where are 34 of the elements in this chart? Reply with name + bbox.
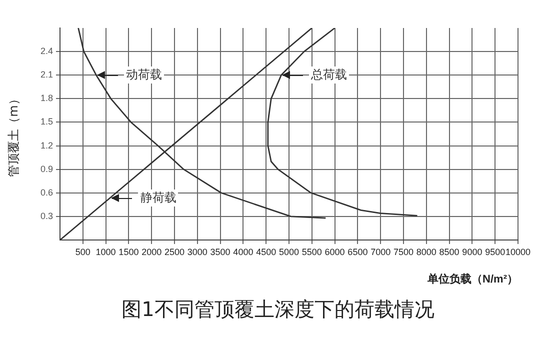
y-tick-label: 0.3 [40,210,53,221]
x-tick-label: 6000 [324,246,345,257]
x-axis-title: 单位负载（N/m²） [426,272,518,286]
series-label: 动荷载 [124,66,164,84]
series-label: 总荷载 [309,66,350,84]
x-tick-label: 8000 [416,246,436,257]
x-tick-label: 4500 [256,246,276,257]
x-tick-label: 9500 [485,246,506,257]
y-tick-label: 2.4 [40,46,53,56]
x-tick-label: 5000 [278,246,300,257]
x-tick-label: 7500 [393,246,414,257]
x-tick-label: 1500 [118,246,139,257]
x-tick-label: 2000 [142,246,162,257]
x-tick-label: 1000 [96,246,116,257]
x-tick-label: 3500 [210,246,230,257]
x-tick-label: 2500 [164,246,185,257]
x-tick-label: 7000 [370,246,391,257]
x-tick-label: 9000 [462,246,482,257]
y-tick-label: 1.5 [40,116,53,127]
x-tick-label: 8500 [439,246,460,257]
y-tick-label: 1.8 [40,93,53,104]
x-tick-label: 5500 [302,246,322,257]
text: 图1不同管顶覆土深度下的荷载情况 [120,296,436,323]
x-tick-label: 3000 [187,246,208,257]
y-tick-label: 0.6 [40,187,53,198]
y-axis-title: 管顶覆土（m） [6,93,22,177]
x-tick-label: 10000 [505,246,531,257]
y-tick-label: 1.2 [40,140,53,150]
y-tick-label: 0.9 [40,164,53,174]
x-tick-label: 4000 [233,246,254,257]
y-tick-label: 2.1 [40,70,53,80]
x-tick-label: 6500 [348,246,368,257]
x-tick-label: 500 [75,246,90,257]
series-label: 静荷载 [138,189,178,206]
